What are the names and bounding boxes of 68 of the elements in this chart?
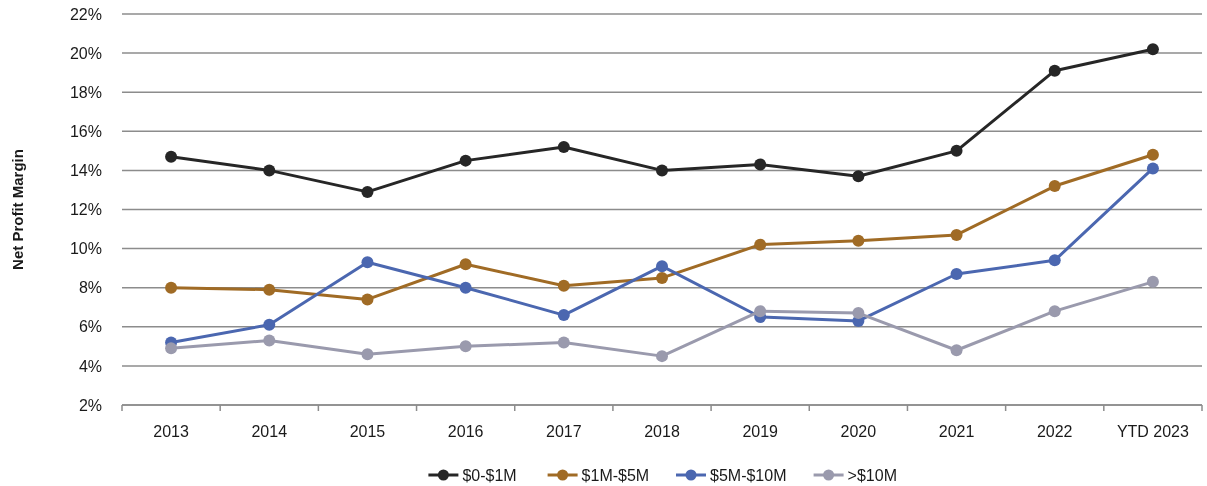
point — [459, 340, 472, 353]
point — [656, 260, 668, 273]
x-tick-label: 2021 — [938, 423, 975, 440]
point — [557, 140, 570, 153]
x-tick-label: 2016 — [447, 423, 484, 440]
y-tick-label: 4% — [78, 357, 102, 375]
point — [263, 164, 276, 177]
y-tick-label: 10% — [69, 240, 102, 258]
y-tick-label: 8% — [78, 279, 102, 297]
x-tick-label: 2017 — [546, 423, 582, 440]
y-tick-label: 12% — [69, 201, 102, 219]
point — [165, 342, 178, 355]
point — [361, 348, 374, 361]
point — [1048, 254, 1061, 267]
point — [1146, 162, 1159, 175]
point — [263, 334, 276, 347]
point — [754, 238, 767, 251]
point — [656, 350, 668, 363]
point — [1048, 305, 1061, 318]
point — [361, 293, 374, 306]
point — [557, 279, 570, 292]
point — [263, 283, 276, 296]
point — [1146, 43, 1159, 56]
point — [1048, 180, 1061, 193]
point — [950, 268, 963, 281]
legend-label: $1M-$5M — [581, 466, 650, 484]
legend-label: $5M-$10M — [710, 466, 787, 484]
x-tick-label: 2015 — [349, 423, 386, 440]
point — [852, 234, 865, 247]
y-tick-label: 22% — [69, 5, 102, 23]
x-tick-label: 2020 — [840, 423, 877, 440]
point — [165, 150, 178, 163]
point — [165, 281, 178, 294]
legend-label: >$10M — [847, 466, 897, 484]
y-tick-label: 14% — [69, 162, 102, 179]
point — [950, 228, 963, 241]
y-tick-label: 16% — [69, 122, 102, 140]
y-tick-label: 2% — [78, 396, 102, 414]
point — [754, 158, 767, 171]
x-tick-label: 2014 — [251, 423, 288, 440]
point — [459, 258, 472, 271]
x-tick-label: YTD 2023 — [1116, 423, 1190, 440]
y-tick-label: 6% — [78, 318, 102, 336]
point — [557, 309, 570, 322]
x-tick-label: 2018 — [644, 423, 680, 440]
y-tick-label: 18% — [69, 83, 102, 101]
x-tick-label: 2013 — [153, 423, 189, 440]
point — [950, 144, 963, 157]
point — [263, 318, 276, 331]
point — [656, 271, 668, 284]
point — [459, 281, 472, 294]
point — [361, 256, 374, 269]
point — [361, 185, 374, 198]
x-tick-label: 2022 — [1036, 423, 1073, 440]
point — [852, 170, 865, 183]
point — [557, 336, 570, 349]
x-tick-label: 2019 — [742, 423, 779, 440]
point — [852, 307, 865, 320]
point — [1146, 275, 1159, 288]
point — [1146, 148, 1159, 161]
point — [950, 344, 963, 357]
y-tick-label: 20% — [69, 44, 102, 62]
point — [754, 305, 767, 318]
point — [656, 164, 668, 177]
y-axis-title: Net Profit Margin — [9, 149, 26, 270]
point — [459, 154, 472, 167]
point — [1048, 64, 1061, 77]
legend-label: $0-$1M — [462, 466, 517, 484]
